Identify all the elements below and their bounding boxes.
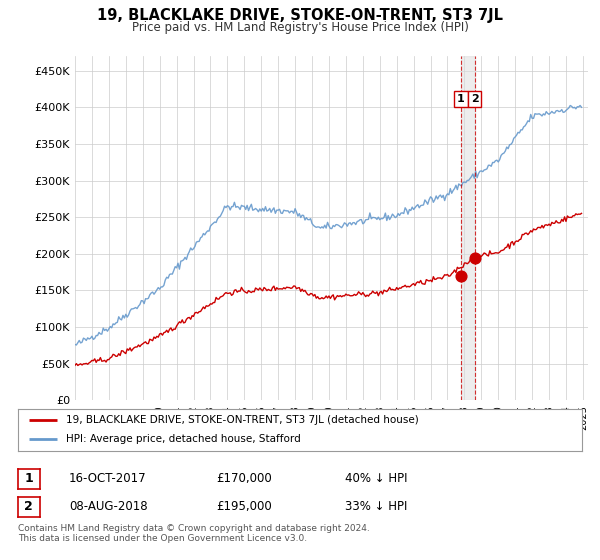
Point bbox=[456, 272, 466, 281]
Text: 33% ↓ HPI: 33% ↓ HPI bbox=[345, 500, 407, 514]
Text: £170,000: £170,000 bbox=[216, 472, 272, 486]
Text: 40% ↓ HPI: 40% ↓ HPI bbox=[345, 472, 407, 486]
Text: 1: 1 bbox=[457, 94, 465, 104]
Text: 19, BLACKLAKE DRIVE, STOKE-ON-TRENT, ST3 7JL: 19, BLACKLAKE DRIVE, STOKE-ON-TRENT, ST3… bbox=[97, 8, 503, 24]
Text: 1: 1 bbox=[25, 472, 33, 486]
Text: 16-OCT-2017: 16-OCT-2017 bbox=[69, 472, 146, 486]
Text: 19, BLACKLAKE DRIVE, STOKE-ON-TRENT, ST3 7JL (detached house): 19, BLACKLAKE DRIVE, STOKE-ON-TRENT, ST3… bbox=[66, 415, 419, 425]
Point bbox=[470, 253, 479, 262]
Text: 08-AUG-2018: 08-AUG-2018 bbox=[69, 500, 148, 514]
Text: Price paid vs. HM Land Registry's House Price Index (HPI): Price paid vs. HM Land Registry's House … bbox=[131, 21, 469, 34]
Text: Contains HM Land Registry data © Crown copyright and database right 2024.
This d: Contains HM Land Registry data © Crown c… bbox=[18, 524, 370, 543]
Text: £195,000: £195,000 bbox=[216, 500, 272, 514]
Bar bbox=[461, 56, 475, 400]
Text: 2: 2 bbox=[470, 94, 478, 104]
Text: HPI: Average price, detached house, Stafford: HPI: Average price, detached house, Staf… bbox=[66, 435, 301, 445]
Text: 2: 2 bbox=[25, 500, 33, 514]
